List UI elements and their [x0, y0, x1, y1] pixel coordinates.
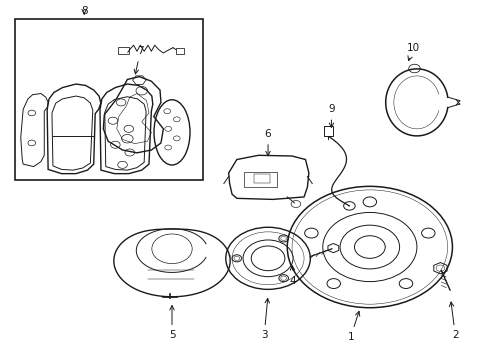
- Bar: [244, 172, 277, 187]
- Bar: [176, 48, 185, 54]
- Text: 5: 5: [169, 306, 175, 340]
- Text: 7: 7: [134, 46, 144, 74]
- Bar: [324, 126, 333, 136]
- Bar: [16, 19, 203, 180]
- Text: 6: 6: [265, 129, 271, 156]
- Bar: [118, 48, 129, 54]
- Text: 8: 8: [81, 6, 87, 15]
- Text: 2: 2: [449, 302, 459, 340]
- Text: 1: 1: [347, 311, 360, 342]
- Text: 3: 3: [261, 298, 270, 340]
- Text: 4: 4: [290, 266, 296, 285]
- Text: 10: 10: [407, 43, 419, 60]
- Bar: [254, 174, 270, 183]
- Text: 9: 9: [328, 104, 335, 127]
